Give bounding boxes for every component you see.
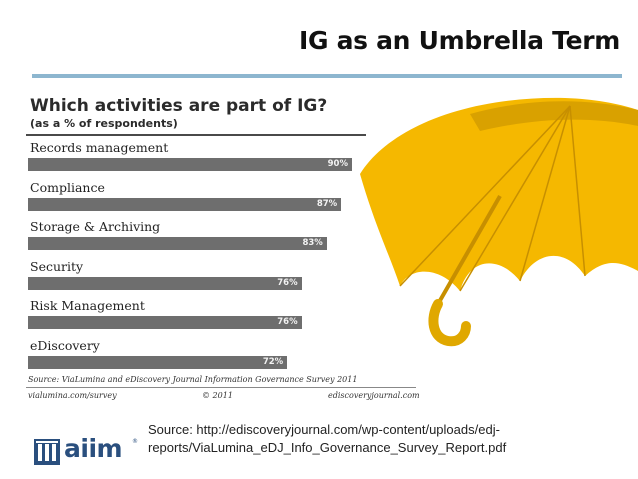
umbrella-rib: [399, 105, 571, 287]
aiim-logo-mark-icon: [34, 439, 60, 465]
category-label: eDiscovery: [30, 337, 100, 353]
bar-value-label: 83%: [302, 238, 323, 248]
umbrella-illustration: [360, 97, 638, 347]
bar-value-label: 76%: [277, 317, 298, 327]
bar: 76%: [28, 276, 302, 290]
umbrella-handle: [428, 299, 471, 347]
slide-title: IG as an Umbrella Term: [298, 26, 620, 55]
source-note-line1: Source: http://ediscoveryjournal.com/wp-…: [148, 422, 500, 437]
category-label: Risk Management: [30, 298, 145, 313]
bar: 90%: [28, 158, 352, 171]
source-rule: [26, 387, 416, 388]
survey-source: Source: ViaLumina and eDiscovery Journal…: [28, 375, 358, 384]
chart-title: Which activities are part of IG?: [30, 96, 328, 116]
bar-value-label: 72%: [262, 356, 284, 367]
chart-subtitle: (as a % of respondents): [30, 117, 178, 130]
umbrella-shadow: [470, 101, 638, 131]
aiim-logo: aiim ®: [34, 434, 144, 467]
chart-rule: [26, 134, 366, 136]
umbrella-rib: [569, 105, 586, 277]
bar: 83%: [28, 237, 327, 250]
category-label: Compliance: [30, 179, 105, 195]
title-rule: [32, 74, 622, 78]
bar: 72%: [28, 355, 288, 369]
bar-value-label: 90%: [327, 159, 348, 169]
logo-text: aiim: [64, 434, 123, 463]
category-label: Records management: [30, 140, 169, 155]
chart-figure: Which activities are part of IG? (as a %…: [22, 84, 638, 414]
source-note: Source: http://ediscoveryjournal.com/wp-…: [148, 421, 588, 457]
umbrella-rib: [459, 105, 571, 292]
umbrella-rib: [519, 105, 571, 282]
source-note-line2: reports/ViaLumina_eDJ_Info_Governance_Su…: [148, 440, 507, 455]
bar-value-label: 76%: [277, 277, 298, 288]
bar: 87%: [28, 197, 342, 211]
category-label: Security: [30, 258, 84, 274]
footer-left: vialumina.com/survey: [28, 391, 117, 400]
category-label: Storage & Archiving: [30, 219, 161, 234]
footer-center: © 2011: [202, 391, 233, 400]
umbrella-canopy: [360, 97, 638, 291]
bar: 76%: [28, 316, 302, 329]
umbrella-shaft: [436, 195, 502, 305]
bar-value-label: 87%: [316, 198, 338, 209]
logo-trademark: ®: [132, 438, 138, 445]
footer-right: ediscoveryjournal.com: [328, 391, 420, 400]
